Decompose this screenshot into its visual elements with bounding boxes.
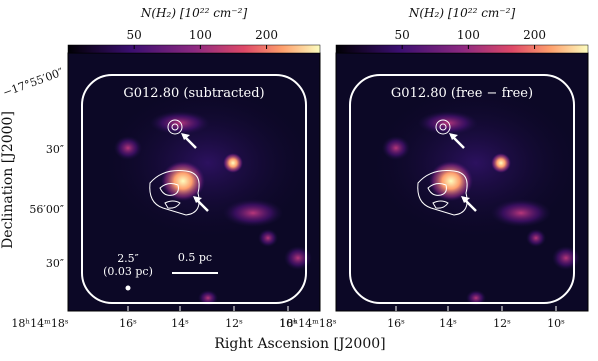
beam-label: 2.5″ bbox=[117, 252, 139, 265]
colorbar-tick-label: 200 bbox=[255, 28, 278, 42]
x-axis-label: Right Ascension [J2000] bbox=[214, 336, 385, 352]
colorbar-tick-label: 50 bbox=[395, 28, 410, 42]
x-tick-label: 14ˢ bbox=[439, 317, 457, 330]
colorbar bbox=[67, 44, 321, 54]
colorbar bbox=[335, 44, 589, 54]
beam-label: (0.03 pc) bbox=[103, 265, 153, 278]
colorbar-tick-label: 200 bbox=[523, 28, 546, 42]
y-axis-label: Declination [J2000] bbox=[0, 111, 16, 249]
x-tick-label: 16ˢ bbox=[387, 317, 405, 330]
x-tick-label: 12ˢ bbox=[225, 317, 243, 330]
colorbar-tick-label: 100 bbox=[189, 28, 212, 42]
panel-label: G012.80 (subtracted) bbox=[123, 86, 264, 101]
x-tick-label: 10ˢ bbox=[279, 317, 297, 330]
x-tick-label: 16ˢ bbox=[119, 317, 137, 330]
x-tick-label: 18ʰ14ᵐ18ˢ bbox=[279, 317, 336, 330]
beam bbox=[125, 285, 131, 291]
colorbar-label: N(H₂) [10²² cm⁻²] bbox=[408, 6, 516, 20]
y-tick-label: −17°55′00″ bbox=[1, 66, 65, 100]
x-tick-label: 14ˢ bbox=[171, 317, 189, 330]
panel-label: G012.80 (free − free) bbox=[391, 86, 533, 101]
colorbar-label: N(H₂) [10²² cm⁻²] bbox=[140, 6, 248, 20]
y-tick-label: 56′00″ bbox=[29, 203, 64, 216]
x-tick-label: 10ˢ bbox=[547, 317, 565, 330]
y-tick-label: 30″ bbox=[46, 143, 64, 156]
x-tick-label: 18ʰ14ᵐ18ˢ bbox=[11, 317, 68, 330]
y-tick-label: 30″ bbox=[46, 257, 64, 270]
colorbar-tick-label: 50 bbox=[127, 28, 142, 42]
scalebar-label: 0.5 pc bbox=[178, 251, 212, 264]
colorbar-tick-label: 100 bbox=[457, 28, 480, 42]
x-tick-label: 12ˢ bbox=[493, 317, 511, 330]
